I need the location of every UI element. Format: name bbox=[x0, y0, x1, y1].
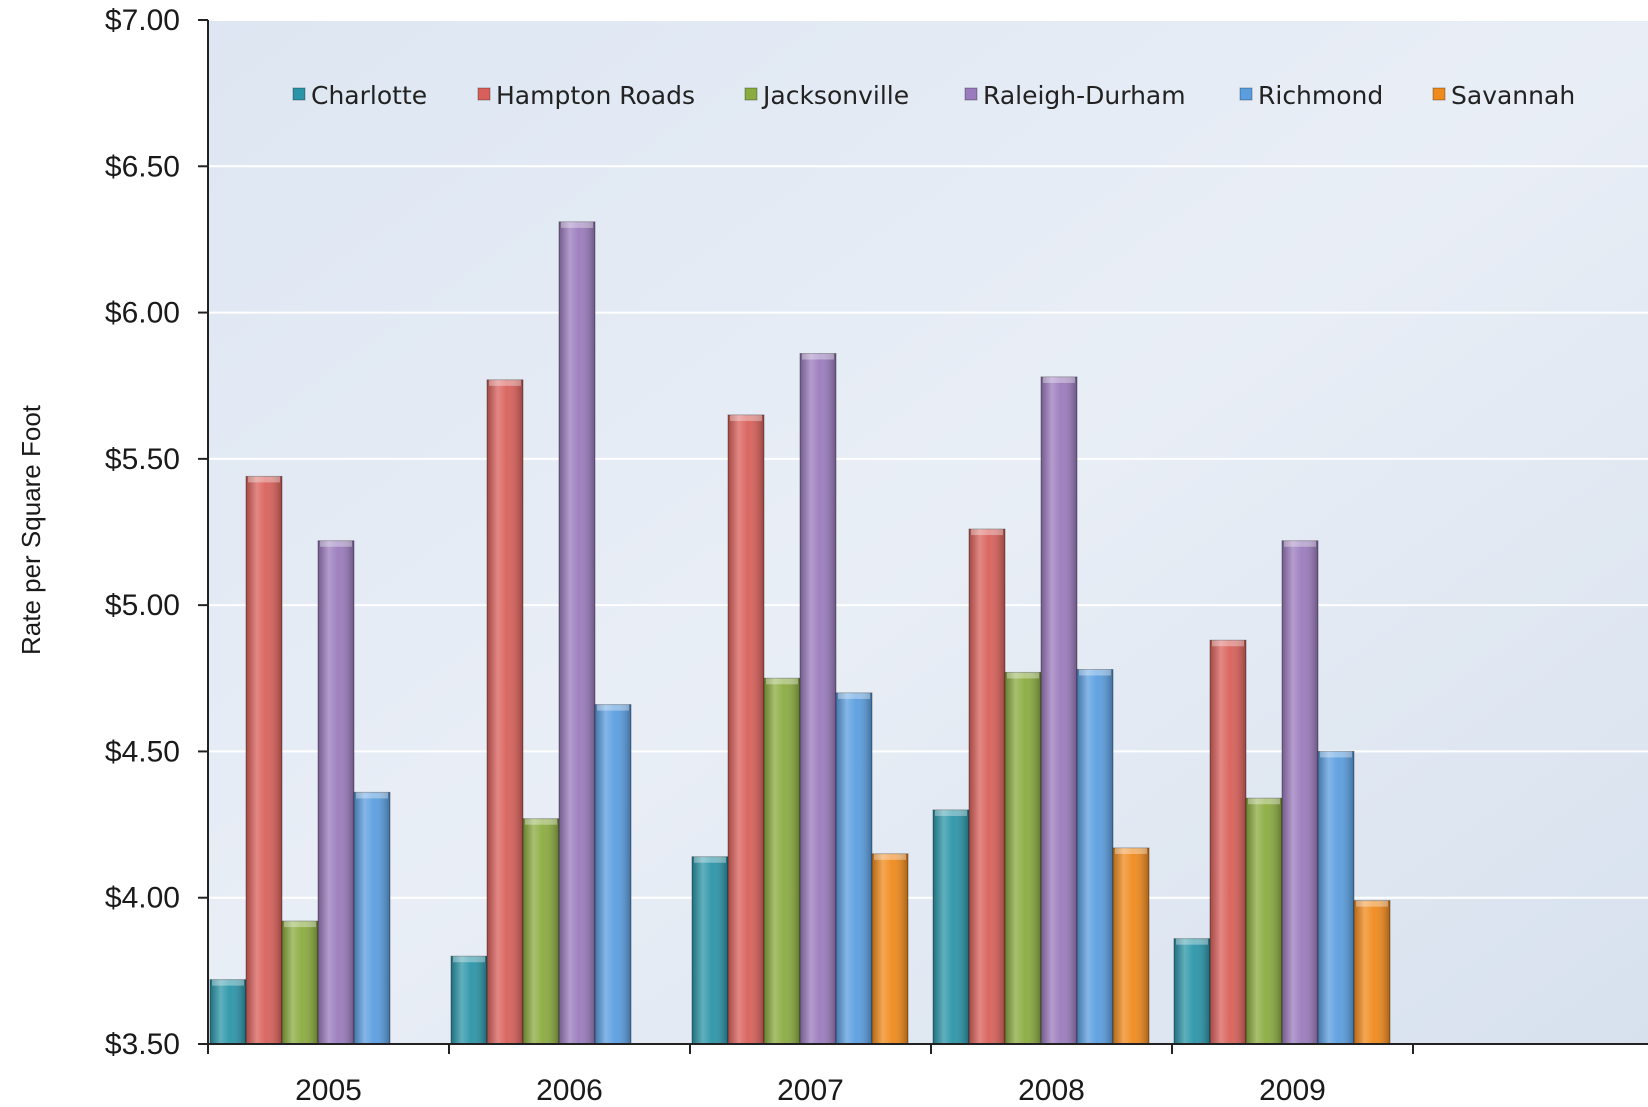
legend-item: Hampton Roads bbox=[477, 81, 695, 110]
bar bbox=[594, 704, 632, 1045]
bar bbox=[691, 856, 729, 1045]
axes bbox=[198, 19, 1648, 1054]
y-tick-label: $5.50 bbox=[105, 443, 180, 476]
bar bbox=[1112, 847, 1150, 1045]
bar bbox=[1317, 750, 1355, 1045]
bar bbox=[727, 414, 765, 1045]
legend-swatch bbox=[964, 87, 978, 101]
legend-item: Raleigh-Durham bbox=[964, 81, 1186, 110]
bar bbox=[522, 818, 560, 1045]
legend-label: Hampton Roads bbox=[496, 81, 695, 110]
bar bbox=[871, 853, 909, 1045]
bar bbox=[281, 920, 319, 1045]
bar bbox=[968, 528, 1006, 1045]
x-tick-label: 2009 bbox=[1259, 1074, 1326, 1107]
legend-label: Richmond bbox=[1258, 81, 1383, 110]
legend-label: Jacksonville bbox=[761, 81, 909, 110]
x-tick-label: 2008 bbox=[1018, 1074, 1085, 1107]
bar bbox=[245, 475, 283, 1045]
legend-item: Jacksonville bbox=[744, 81, 909, 110]
bar bbox=[1076, 669, 1114, 1045]
bar bbox=[353, 791, 391, 1045]
legend-swatch bbox=[292, 87, 306, 101]
legend-item: Savannah bbox=[1432, 81, 1575, 110]
y-tick-label: $4.50 bbox=[105, 735, 180, 768]
y-tick-label: $6.00 bbox=[105, 297, 180, 330]
y-tick-label: $6.50 bbox=[105, 150, 180, 183]
x-tick-label: 2006 bbox=[536, 1074, 603, 1107]
legend-item: Richmond bbox=[1239, 81, 1383, 110]
legend-label: Charlotte bbox=[311, 81, 427, 110]
legend-label: Raleigh-Durham bbox=[983, 81, 1186, 110]
legend-swatch bbox=[1239, 87, 1253, 101]
y-tick-label: $5.00 bbox=[105, 589, 180, 622]
bars bbox=[209, 221, 1391, 1045]
bar bbox=[1281, 540, 1319, 1045]
x-tick-labels: 2005 2006 2007 2008 2009 bbox=[295, 1074, 1326, 1107]
bar bbox=[317, 540, 355, 1045]
legend-label: Savannah bbox=[1451, 81, 1575, 110]
gridlines bbox=[208, 19, 1648, 899]
bar bbox=[486, 379, 524, 1045]
y-tick-label: $7.00 bbox=[105, 4, 180, 37]
legend-item: Charlotte bbox=[292, 81, 427, 110]
bar bbox=[1245, 797, 1283, 1045]
legend-swatch bbox=[744, 87, 758, 101]
bar bbox=[835, 692, 873, 1045]
bar bbox=[1173, 938, 1211, 1045]
bar bbox=[1353, 900, 1391, 1045]
legend: Charlotte Hampton Roads Jacksonville Raleig… bbox=[292, 81, 1575, 110]
bar bbox=[450, 955, 488, 1045]
bar bbox=[1040, 376, 1078, 1045]
bar bbox=[932, 809, 970, 1045]
bar bbox=[799, 353, 837, 1045]
y-tick-label: $3.50 bbox=[105, 1028, 180, 1061]
bar bbox=[1209, 639, 1247, 1045]
legend-swatch bbox=[477, 87, 491, 101]
y-tick-labels: $3.50 $4.00 $4.50 $5.00 $5.50 $6.00 $6.50 $7.00 bbox=[105, 4, 180, 1061]
y-tick-label: $4.00 bbox=[105, 882, 180, 915]
bar bbox=[558, 221, 596, 1045]
legend-swatch bbox=[1432, 87, 1446, 101]
y-axis-label: Rate per Square Foot bbox=[16, 404, 46, 655]
plot-area bbox=[208, 20, 1648, 1044]
bar bbox=[1004, 671, 1042, 1045]
x-tick-label: 2005 bbox=[295, 1074, 362, 1107]
bar bbox=[209, 979, 247, 1045]
x-tick-label: 2007 bbox=[777, 1074, 844, 1107]
bar bbox=[763, 677, 801, 1045]
